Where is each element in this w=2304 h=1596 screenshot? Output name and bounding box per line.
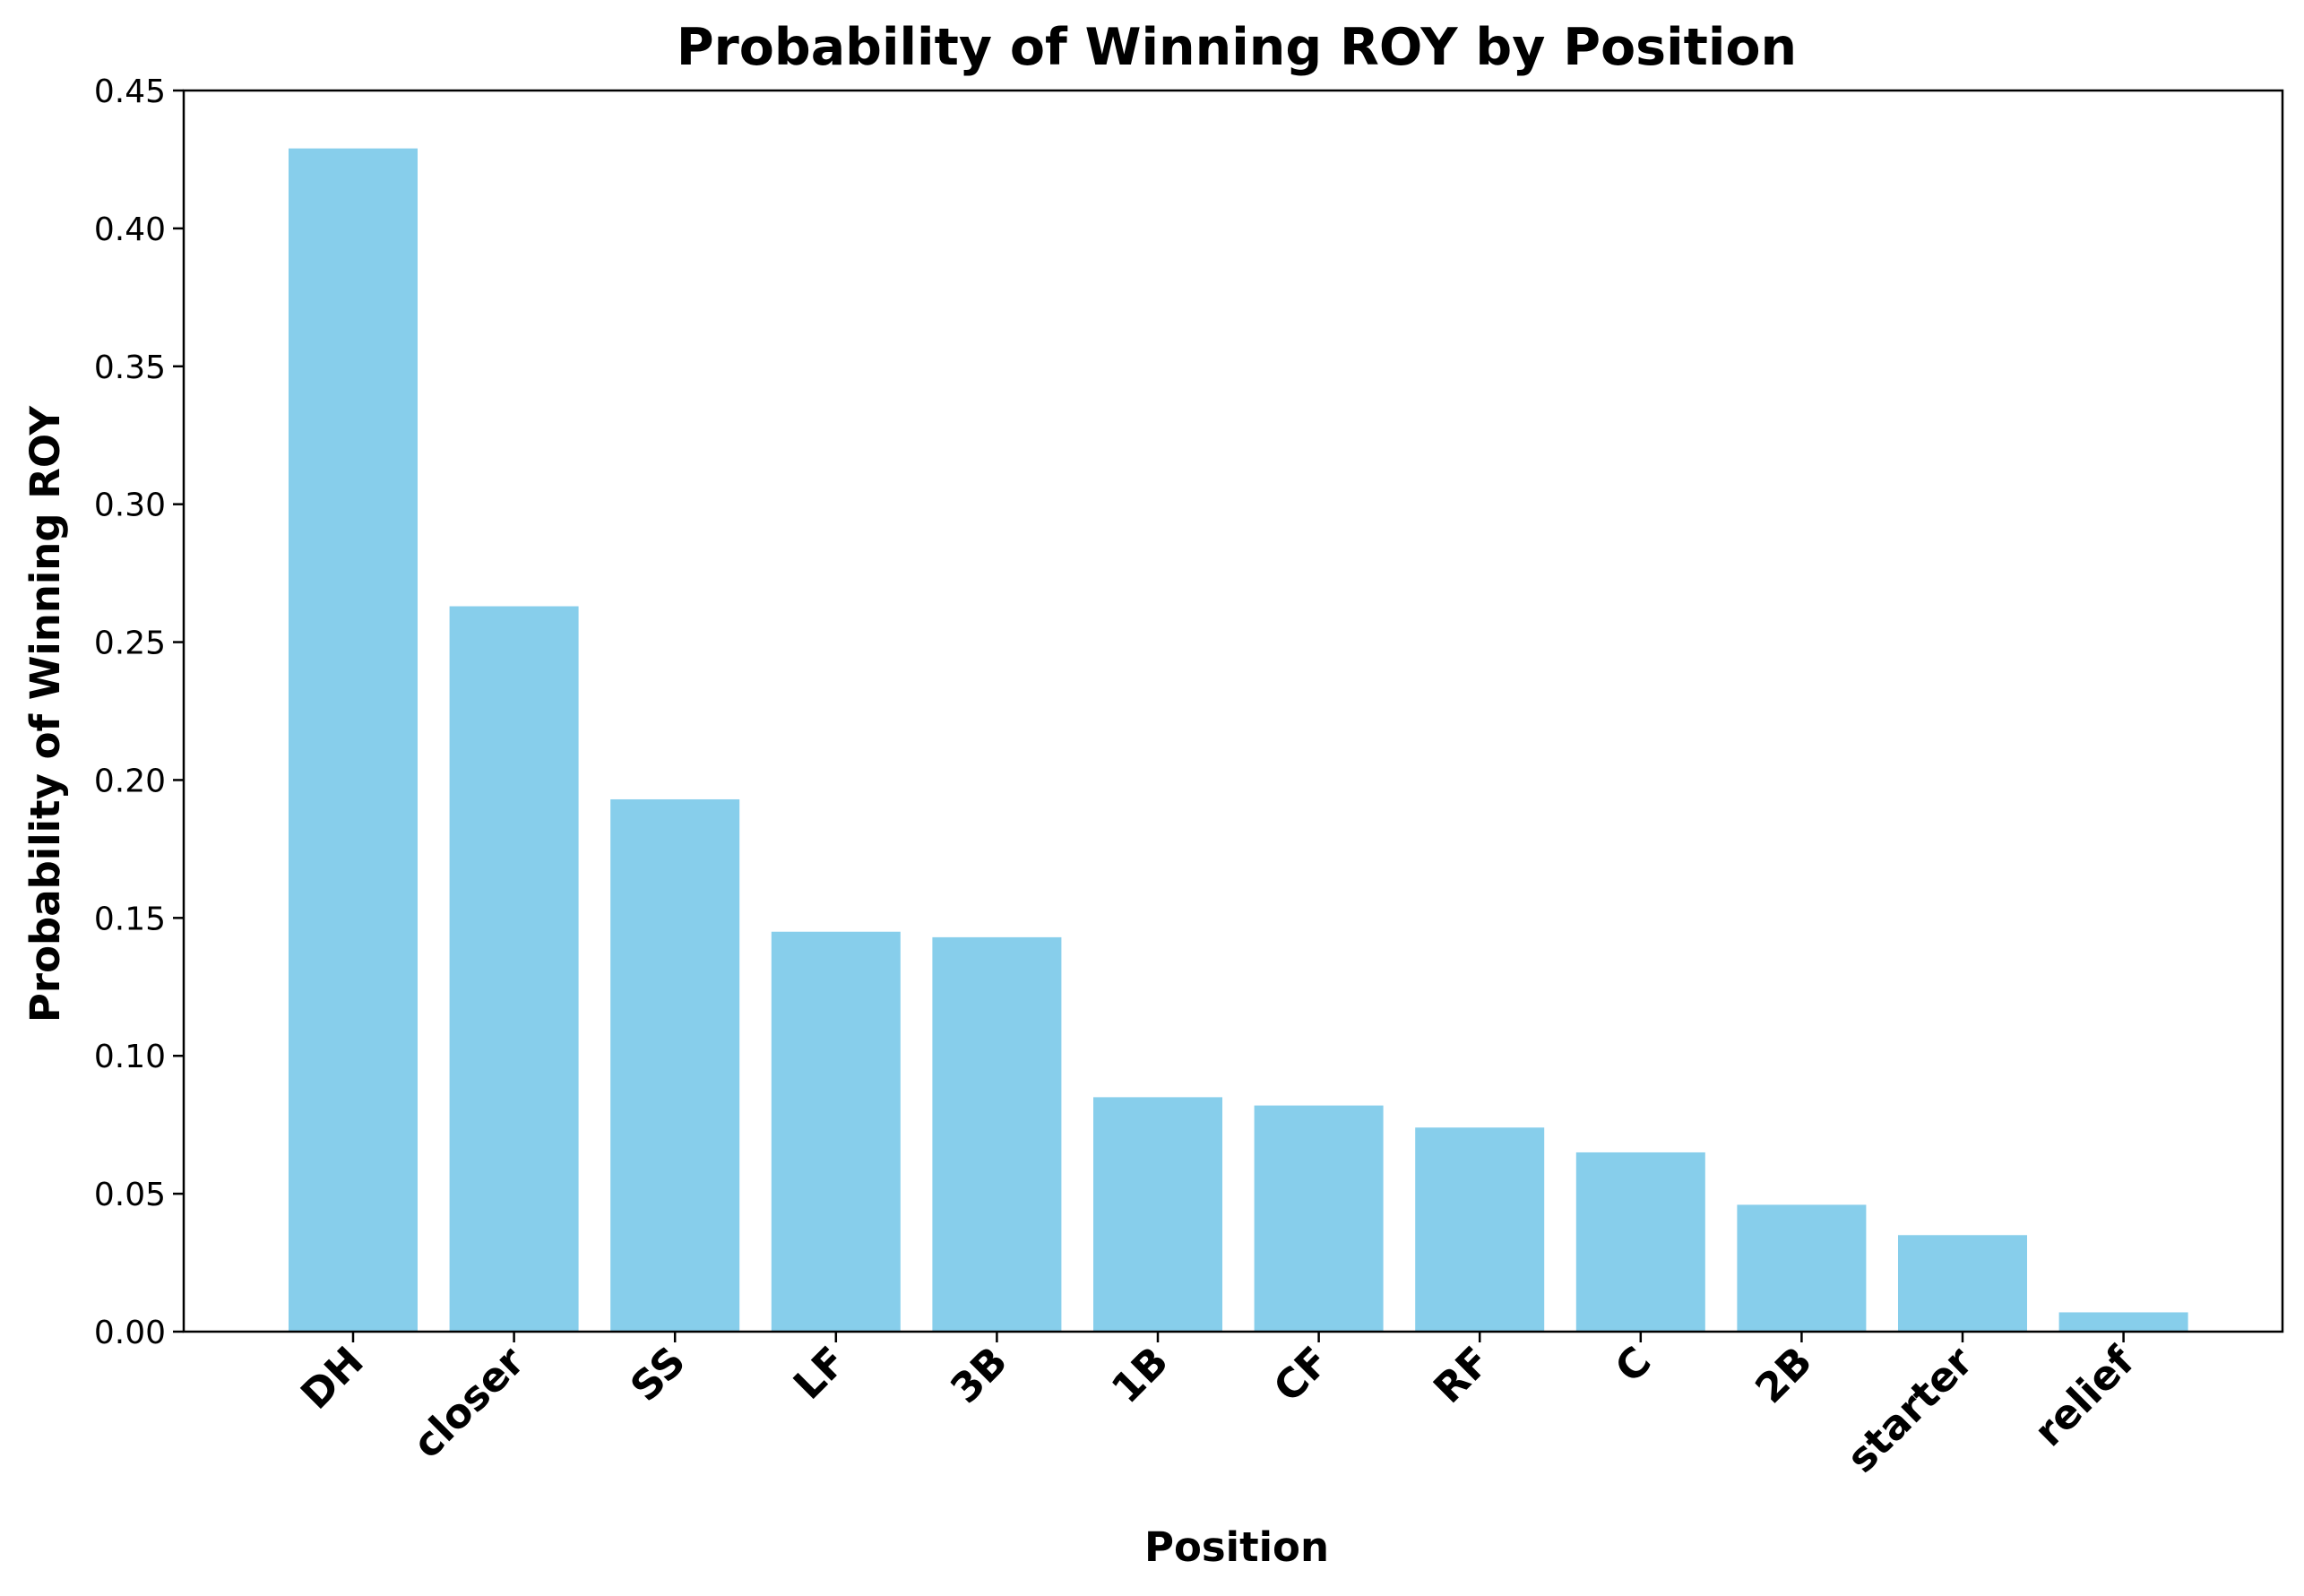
y-tick-label: 0.35 (94, 349, 166, 386)
bar-c (1575, 1152, 1705, 1332)
y-tick-label: 0.25 (94, 625, 166, 662)
y-tick-label: 0.00 (94, 1315, 166, 1351)
x-tick-label: starter (1838, 1337, 1983, 1482)
y-tick-label: 0.45 (94, 73, 166, 110)
bar-starter (1898, 1235, 2027, 1332)
plot-frame (182, 89, 2284, 1333)
y-axis-ticks: 0.00 0.05 0.10 0.15 0.20 0.25 0.30 0.35 0.40 0.45 (94, 73, 184, 1351)
bar-3b (932, 936, 1062, 1332)
x-tick-label: SS (621, 1337, 695, 1411)
bar-ss (610, 798, 740, 1332)
x-tick-label: 1B (1102, 1337, 1178, 1412)
bar-lf (771, 931, 901, 1332)
x-tick-label: C (1606, 1337, 1661, 1392)
y-tick-label: 0.20 (94, 763, 166, 799)
bar-dh (289, 148, 418, 1333)
bar-2b (1737, 1204, 1867, 1332)
y-tick-label: 0.05 (94, 1177, 166, 1213)
bar-closer (449, 606, 579, 1332)
x-tick-label: closer (403, 1337, 534, 1468)
x-tick-label: LF (784, 1337, 855, 1408)
y-tick-label: 0.40 (94, 211, 166, 248)
y-tick-label: 0.10 (94, 1039, 166, 1075)
x-tick-label: 2B (1746, 1337, 1821, 1412)
x-tick-label: 3B (941, 1337, 1016, 1412)
y-tick-label: 0.30 (94, 487, 166, 524)
x-axis-label: Position (1144, 1523, 1329, 1571)
bar-relief (2058, 1312, 2188, 1332)
x-tick-label: DH (291, 1337, 373, 1419)
bars (289, 148, 2188, 1333)
y-axis-label: Probability of Winning ROY (22, 404, 69, 1022)
y-tick-label: 0.15 (94, 901, 166, 937)
bar-cf (1254, 1105, 1384, 1332)
x-tick-label: relief (2024, 1337, 2143, 1455)
bar-rf (1415, 1127, 1545, 1332)
x-tick-label: RF (1424, 1337, 1499, 1412)
x-axis-ticks: DH closer SS LF 3B 1B CF RF C 2B starter relief (291, 1332, 2144, 1482)
chart-title: Probability of Winning ROY by Position (677, 18, 1797, 77)
x-tick-label: CF (1264, 1337, 1339, 1411)
bar-1b (1093, 1097, 1222, 1332)
